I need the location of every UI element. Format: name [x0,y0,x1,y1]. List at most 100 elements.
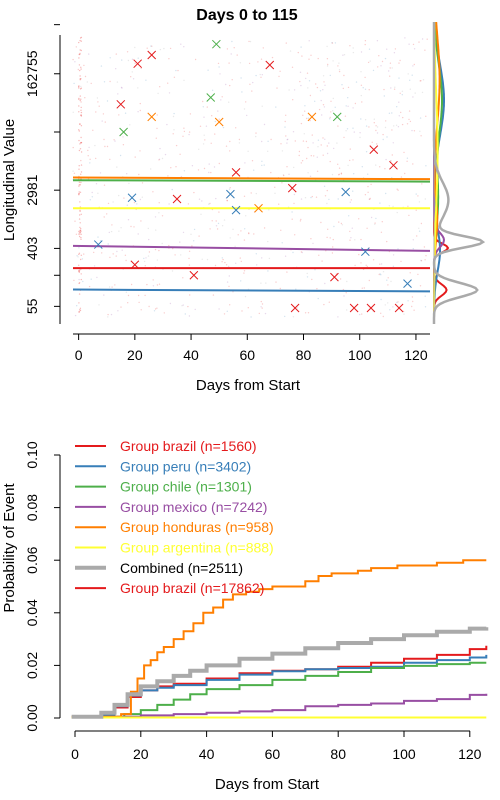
background-dot [87,155,89,157]
background-dot [72,111,74,114]
background-dot [80,141,83,144]
background-dot [386,48,388,50]
background-dot [424,259,426,261]
background-dot [329,74,331,77]
background-dot [327,228,329,230]
background-dot [133,201,136,204]
background-dot [130,225,132,228]
background-dot [281,182,283,184]
background-dot [154,308,157,310]
background-dot [137,57,139,59]
background-dot [286,142,288,144]
background-dot [240,230,242,232]
background-dot [84,97,86,99]
background-dot [80,181,82,184]
background-dot [418,41,420,43]
background-dot [360,262,362,264]
background-dot [399,59,401,62]
background-dot [261,105,263,107]
background-dot [174,254,176,256]
background-dot [368,279,370,282]
background-dot [170,167,172,169]
background-dot [340,222,343,225]
background-dot [390,280,392,283]
background-dot [171,270,174,272]
background-dot [353,131,355,133]
background-dot [425,165,427,167]
background-dot [235,262,237,264]
background-dot [392,265,395,267]
background-dot [107,202,110,205]
marker-chile [212,39,221,49]
background-dot [298,150,301,153]
top-y-tick-label: 2981 [24,174,40,205]
background-dot [418,230,421,232]
background-dot [177,69,179,72]
background-dot [80,101,82,103]
bottom-x-tick-label: 100 [392,746,416,762]
background-dot [347,105,349,108]
background-dot [420,260,423,262]
background-dot [156,127,158,130]
background-dot [138,301,140,304]
background-dot [116,250,118,253]
background-dot [392,205,394,208]
background-dot [292,99,294,101]
background-dot [223,219,226,221]
background-dot [338,70,341,73]
background-dot [329,237,331,239]
background-dot [260,76,262,79]
background-dot [377,66,379,68]
background-dot [280,229,282,231]
marker-peru [360,247,370,257]
background-dot [163,47,165,50]
background-dot [78,233,80,235]
background-dot [78,278,80,281]
background-dot [79,229,81,232]
background-dot [86,81,89,83]
background-dot [80,87,83,89]
marker-brazil [290,303,300,313]
background-dot [78,184,81,186]
background-dot [333,225,335,228]
background-dot [203,116,205,118]
background-dot [96,97,99,99]
background-dot [413,130,416,132]
background-dot [79,226,81,229]
background-dot [397,301,399,303]
background-dot [169,302,172,305]
group-level-lines [72,176,431,293]
background-dot [78,191,80,193]
background-dot [302,140,305,142]
background-dot [138,173,140,176]
background-dot [201,200,203,202]
background-dot [215,220,217,222]
background-dot [153,310,156,312]
background-dot [213,44,215,46]
background-dot [104,121,107,123]
background-dot [190,233,192,235]
background-dot [396,188,398,190]
background-dot [411,305,413,308]
background-dot [78,282,80,285]
level-line-chile [72,179,431,183]
background-dot [358,218,360,220]
background-dot [310,196,312,199]
background-dot [338,221,340,223]
marker-chile [206,93,216,102]
background-dot [372,69,375,72]
background-dot [321,260,323,262]
background-dot [77,68,80,71]
background-dot [303,133,305,135]
background-dot [78,271,81,273]
background-dot [398,115,400,117]
background-dot [118,194,120,197]
background-dot [281,150,284,152]
background-dot [228,101,230,103]
background-dot [226,310,228,312]
background-dot [255,132,257,134]
background-dot [214,264,217,267]
background-dot [300,251,303,253]
background-dot [106,145,109,148]
background-dot [336,142,338,144]
